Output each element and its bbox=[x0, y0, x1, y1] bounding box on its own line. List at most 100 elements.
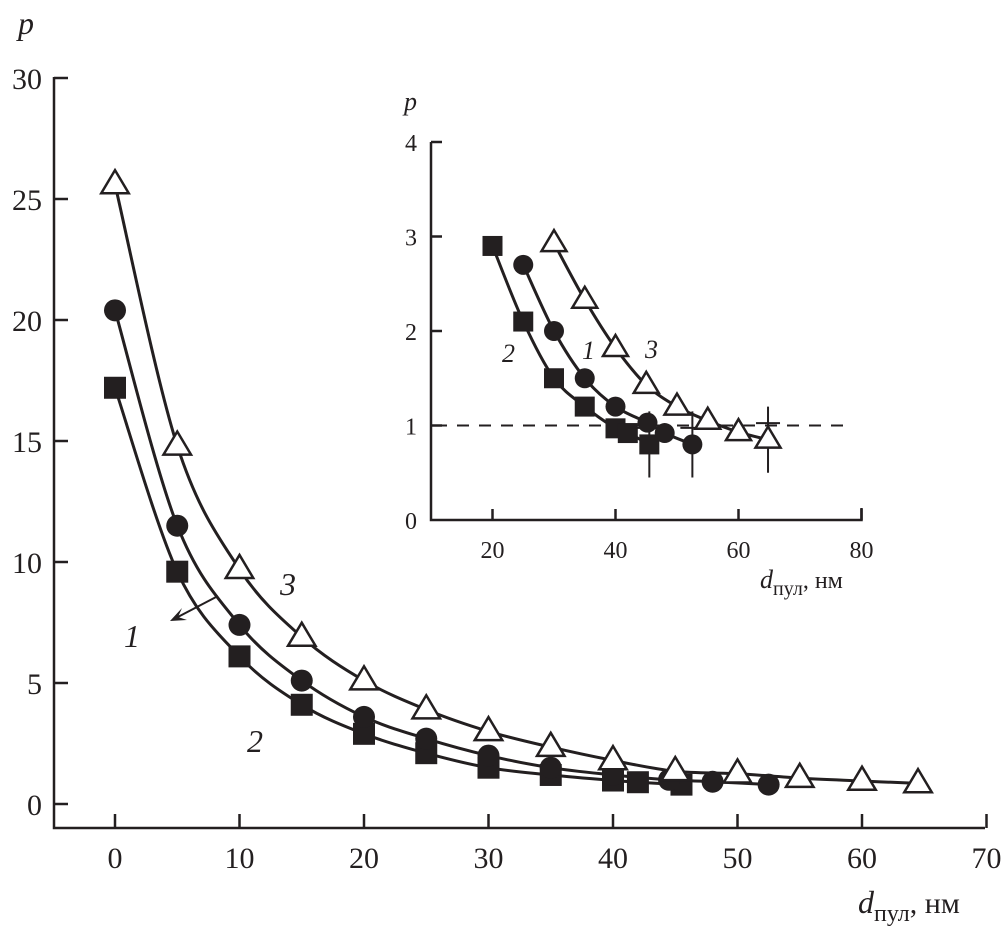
main-point-series-3 bbox=[410, 692, 443, 720]
main-x-tick-label: 30 bbox=[474, 842, 504, 875]
inset-x-axis-label: dпул, нм bbox=[760, 565, 843, 600]
main-fit-curve-2 bbox=[113, 387, 682, 787]
inset-point-series-3 bbox=[631, 369, 661, 395]
main-point-series-1 bbox=[290, 669, 313, 692]
inset-point-series-2 bbox=[639, 434, 660, 455]
main-point-series-1 bbox=[228, 613, 251, 636]
inset-point-series-3 bbox=[539, 227, 569, 253]
main-point-series-3 bbox=[223, 552, 256, 580]
main-point-series-3 bbox=[161, 429, 194, 456]
main-point-series-3 bbox=[348, 663, 380, 691]
inset-point-series-3 bbox=[662, 391, 692, 416]
main-point-series-2 bbox=[104, 376, 126, 399]
inset-markers bbox=[482, 227, 783, 455]
main-point-series-3 bbox=[902, 766, 934, 794]
main-point-series-3 bbox=[99, 167, 131, 195]
inset-point-series-2 bbox=[617, 423, 638, 444]
main-point-series-3 bbox=[597, 743, 629, 771]
inset-point-series-2 bbox=[574, 396, 595, 417]
main-y-tick-label: 25 bbox=[12, 184, 42, 217]
main-y-tick-label: 20 bbox=[12, 305, 42, 338]
inset-point-series-1 bbox=[682, 434, 703, 455]
inset-point-series-3 bbox=[723, 416, 754, 442]
main-curve-label-2: 2 bbox=[247, 723, 263, 759]
inset-y-tick-label: 4 bbox=[405, 131, 417, 157]
main-point-series-2 bbox=[626, 771, 649, 794]
inset-point-series-2 bbox=[513, 311, 534, 332]
main-point-series-3 bbox=[659, 754, 692, 782]
inset-point-series-1 bbox=[605, 396, 626, 417]
main-point-series-1 bbox=[415, 727, 438, 750]
main-x-tick-label: 70 bbox=[972, 842, 1001, 875]
inset-y-tick-label: 2 bbox=[405, 320, 417, 346]
inset-x-axis-var: d bbox=[760, 565, 774, 594]
inset-point-series-3 bbox=[600, 332, 631, 358]
main-x-tick-label: 40 bbox=[598, 842, 628, 875]
main-point-series-1 bbox=[104, 299, 126, 322]
main-x-axis-unit: , нм bbox=[910, 887, 960, 920]
main-point-series-1 bbox=[539, 756, 562, 779]
main-point-series-3 bbox=[783, 761, 816, 789]
main-x-tick-label: 50 bbox=[723, 842, 753, 875]
main-point-series-2 bbox=[228, 645, 251, 668]
main-y-tick-label: 15 bbox=[12, 426, 42, 459]
inset-point-series-1 bbox=[513, 254, 534, 275]
inset-x-tick-label: 40 bbox=[604, 538, 628, 564]
main-point-series-3 bbox=[285, 620, 318, 648]
inset-point-series-3 bbox=[570, 284, 600, 310]
main-point-series-1 bbox=[701, 770, 724, 793]
main-x-tick-label: 60 bbox=[847, 842, 877, 875]
main-y-tick-label: 30 bbox=[12, 63, 42, 96]
main-fit-curve-3 bbox=[113, 184, 919, 785]
main-curve-1-arrow bbox=[170, 595, 219, 621]
main-markers bbox=[99, 167, 934, 796]
main-point-series-2 bbox=[166, 560, 189, 583]
inset-fit-curves bbox=[491, 242, 769, 446]
inset-y-axis-label: p bbox=[402, 87, 417, 116]
inset-y-tick-label: 1 bbox=[405, 415, 417, 441]
main-point-series-3 bbox=[721, 756, 754, 784]
main-point-series-2 bbox=[353, 722, 375, 745]
inset-curve-label-2: 2 bbox=[502, 339, 515, 368]
main-axes bbox=[52, 77, 985, 830]
inset-curve-label-1: 1 bbox=[582, 336, 595, 365]
main-x-tick-label: 0 bbox=[108, 842, 123, 875]
main-point-series-3 bbox=[534, 730, 567, 758]
main-fit-curve-1 bbox=[113, 309, 769, 787]
main-curve-label-1: 1 bbox=[124, 618, 140, 654]
inset-point-series-3 bbox=[693, 405, 723, 431]
inset-point-series-2 bbox=[544, 368, 564, 389]
main-y-ticks: 0 5 10 15 20 25 30 bbox=[12, 63, 68, 822]
inset-x-axis-unit: , нм bbox=[803, 568, 843, 594]
main-point-series-2 bbox=[290, 693, 313, 716]
inset-chart: 0 1 2 3 4 20 40 60 80 p dпул, нм 2 1 3 bbox=[402, 87, 874, 600]
main-curve-label-3: 3 bbox=[279, 566, 296, 602]
inset-point-series-1 bbox=[544, 321, 564, 341]
main-point-series-1 bbox=[757, 773, 780, 796]
inset-point-series-3 bbox=[753, 424, 783, 449]
main-point-series-3 bbox=[472, 714, 505, 742]
main-fit-curves bbox=[113, 184, 919, 787]
inset-y-ticks: 0 1 2 3 4 bbox=[405, 131, 442, 535]
main-point-series-1 bbox=[166, 514, 189, 537]
main-x-tick-label: 20 bbox=[349, 842, 379, 875]
main-y-tick-label: 10 bbox=[12, 547, 42, 580]
inset-x-tick-label: 80 bbox=[850, 538, 874, 564]
main-x-tick-label: 10 bbox=[225, 842, 255, 875]
main-x-axis-label: dпул, нм bbox=[858, 884, 960, 927]
inset-axes bbox=[429, 142, 863, 522]
main-y-axis-label: p bbox=[16, 5, 34, 41]
inset-point-series-1 bbox=[637, 412, 658, 433]
inset-y-tick-label: 0 bbox=[405, 509, 417, 535]
inset-x-tick-label: 20 bbox=[481, 538, 505, 564]
inset-point-series-1 bbox=[654, 423, 675, 444]
main-point-series-1 bbox=[353, 705, 375, 728]
main-y-tick-label: 5 bbox=[27, 668, 42, 701]
arrow-shaft bbox=[173, 595, 219, 620]
main-x-ticks: 0 10 20 30 40 50 60 70 bbox=[108, 814, 1001, 875]
main-y-tick-label: 0 bbox=[27, 789, 42, 822]
inset-y-tick-label: 3 bbox=[405, 226, 417, 252]
main-point-series-3 bbox=[846, 764, 878, 792]
